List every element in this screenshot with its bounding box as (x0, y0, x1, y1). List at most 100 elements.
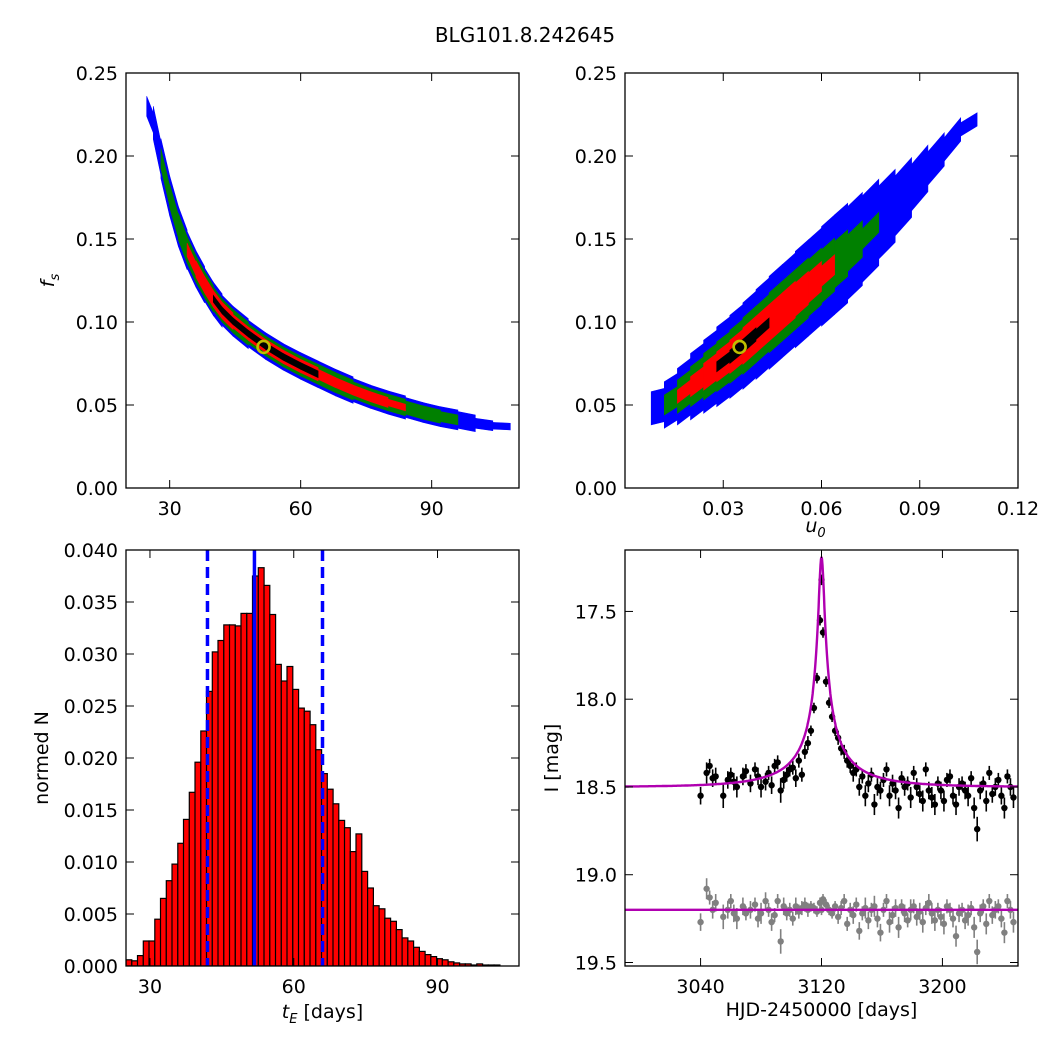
x-tick-label: 60 (289, 498, 313, 520)
histogram-bar (274, 663, 282, 966)
data-point (807, 727, 815, 734)
x-axis-label-unit: [days] (297, 1001, 363, 1023)
data-point (1010, 794, 1017, 801)
data-point (724, 776, 731, 784)
x-tick-label: 30 (158, 498, 182, 520)
x-axis-label-var: t (282, 1001, 291, 1023)
residual-point (901, 910, 908, 917)
residual-point (840, 897, 848, 905)
blue-region (894, 156, 912, 237)
plot-area (625, 556, 1018, 965)
residual-point (871, 903, 878, 910)
histogram-bar (320, 772, 328, 966)
y-tick-label: 0.00 (575, 478, 617, 500)
data-point (859, 773, 866, 780)
data-point (919, 797, 926, 805)
data-point (916, 790, 923, 798)
data-point (801, 748, 809, 756)
y-tick-label: 0.030 (64, 644, 118, 666)
data-point (751, 766, 759, 773)
histogram-bar (165, 880, 173, 966)
data-point (998, 792, 1005, 799)
data-point (883, 766, 890, 773)
histogram-bar (136, 954, 144, 966)
blue-region (492, 422, 511, 431)
histogram-bar (142, 940, 150, 966)
histogram-bar (361, 870, 369, 966)
histogram-bar (384, 917, 392, 966)
x-axis-label: HJD-2450000 [days] (726, 999, 918, 1021)
x-axis-label-sub: E (289, 1012, 298, 1027)
residual-point (889, 911, 896, 919)
histogram-bar (441, 959, 449, 966)
data-point (928, 794, 936, 801)
data-point (739, 773, 747, 780)
plot-area (126, 550, 501, 966)
x-tick-label: 3200 (918, 976, 966, 998)
residual-point (886, 918, 893, 926)
residual-point (789, 915, 796, 922)
y-tick-label: 0.020 (64, 748, 118, 770)
residual-point (751, 901, 759, 908)
residual-point (828, 910, 836, 917)
data-point (795, 757, 803, 764)
data-point (742, 767, 750, 775)
residual-point (937, 913, 945, 921)
blue-region (146, 96, 154, 133)
histogram-bar (263, 584, 271, 966)
histogram-bar (246, 612, 254, 966)
data-point (892, 787, 899, 794)
histogram-bar (303, 710, 311, 966)
best-fit-marker (732, 339, 747, 355)
histogram-bar (413, 946, 421, 966)
green-region (847, 219, 863, 273)
green-region (422, 405, 441, 424)
data-point (847, 762, 854, 770)
data-point (977, 787, 984, 794)
residual-point (801, 901, 809, 908)
plot-area (146, 96, 511, 432)
histogram-bar (367, 887, 375, 966)
y-tick-label: 0.05 (575, 395, 617, 417)
blue-region (960, 112, 978, 137)
residual-point (742, 910, 750, 917)
y-tick-label: 0.10 (575, 312, 617, 334)
residual-point (843, 920, 851, 928)
histogram-bar (286, 665, 294, 966)
x-axis-label: tE [days] (282, 1001, 363, 1027)
residual-point (850, 911, 857, 919)
red-region (781, 280, 796, 331)
residual-point (983, 920, 990, 928)
residual-point (877, 929, 884, 936)
residual-point (874, 915, 881, 922)
residual-point (913, 913, 920, 921)
data-point (703, 769, 710, 777)
histogram-bar (378, 908, 386, 966)
red-region (808, 260, 822, 304)
residual-point (754, 915, 762, 922)
histogram-bar (257, 567, 265, 966)
histogram-bar (188, 791, 196, 966)
y-tick-label: 0.000 (64, 956, 118, 978)
y-tick-label: 0.25 (76, 63, 118, 85)
y-tick-label: 0.010 (64, 852, 118, 874)
histogram-bar (223, 624, 231, 966)
x-tick-label: 3040 (676, 976, 724, 998)
data-point (961, 787, 969, 794)
residual-point (1010, 918, 1017, 926)
data-point (973, 825, 981, 833)
residual-point (771, 911, 778, 919)
data-point (986, 769, 993, 777)
residual-point (774, 897, 781, 905)
residual-point (720, 913, 727, 921)
y-tick-label: 0.15 (76, 229, 118, 251)
histogram-bar (280, 680, 288, 966)
axes-frame (125, 549, 520, 967)
data-point (783, 771, 790, 778)
panel-tE-histogram: 30 60 90 0.000 0.005 0.010 0.015 0.020 0.025 0.03… (31, 540, 520, 1027)
y-tick-label: 0.00 (76, 478, 118, 500)
y-tick-label: 17.5 (575, 601, 617, 623)
residual-point (834, 913, 842, 921)
y-tick-label: 0.035 (64, 592, 118, 614)
red-region (821, 254, 835, 287)
